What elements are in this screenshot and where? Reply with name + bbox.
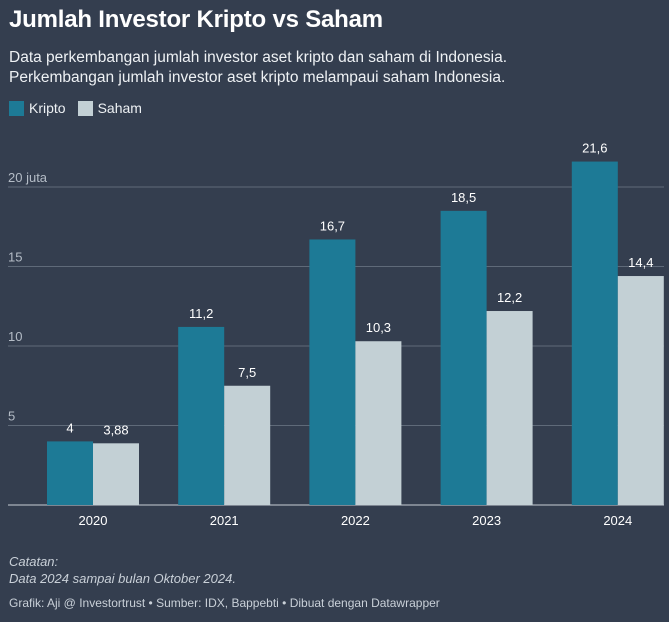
chart-title: Jumlah Investor Kripto vs Saham	[9, 6, 383, 33]
data-label-saham-2022: 10,3	[366, 320, 391, 335]
data-label-saham-2023: 12,2	[497, 290, 522, 305]
data-label-saham-2021: 7,5	[238, 365, 256, 380]
data-label-kripto-2024: 21,6	[582, 141, 607, 156]
legend-label-kripto: Kripto	[29, 100, 66, 116]
bar-saham-2024	[617, 276, 664, 505]
subtitle-line-2: Perkembangan jumlah investor aset kripto…	[9, 69, 506, 86]
note-heading: Catatan:	[9, 554, 59, 569]
legend: Kripto Saham	[9, 100, 154, 116]
x-tick-label-2023: 2023	[472, 513, 501, 528]
data-label-saham-2020: 3,88	[103, 422, 128, 437]
y-tick-label-2: 15	[8, 250, 22, 265]
legend-label-saham: Saham	[97, 100, 142, 116]
chart-subtitle: Data perkembangan jumlah investor aset k…	[9, 48, 659, 88]
x-tick-label-2020: 2020	[79, 513, 108, 528]
data-label-saham-2024: 14,4	[628, 255, 653, 270]
subtitle-line-1: Data perkembangan jumlah investor aset k…	[9, 49, 508, 66]
y-tick-label-3: 20 juta	[8, 170, 48, 185]
chart-note: Catatan: Data 2024 sampai bulan Oktober …	[9, 553, 236, 587]
note-text: Data 2024 sampai bulan Oktober 2024.	[9, 571, 236, 586]
bar-kripto-2024	[571, 161, 618, 505]
x-tick-label-2021: 2021	[210, 513, 239, 528]
y-tick-label-1: 10	[8, 329, 22, 344]
legend-item-kripto: Kripto	[9, 100, 66, 116]
data-label-kripto-2022: 16,7	[320, 218, 345, 233]
bar-chart: 5 10 15 20 juta 4 3,88 2020 11,2 7,5 2021 16,7 10,3…	[8, 141, 664, 528]
legend-swatch-kripto	[9, 100, 24, 116]
legend-swatch-saham	[77, 100, 93, 116]
bar-kripto-2021	[178, 326, 225, 505]
x-tick-label-2022: 2022	[341, 513, 370, 528]
x-tick-label-2024: 2024	[603, 513, 632, 528]
y-tick-label-0: 5	[8, 409, 15, 424]
bar-saham-2022	[355, 341, 402, 505]
bar-saham-2021	[224, 385, 271, 505]
data-label-kripto-2021: 11,2	[189, 306, 213, 321]
legend-item-saham: Saham	[77, 100, 142, 116]
data-label-kripto-2020: 4	[66, 420, 73, 435]
bar-kripto-2022	[309, 239, 356, 505]
bar-kripto-2023	[440, 210, 487, 505]
bar-saham-2023	[486, 311, 533, 505]
bar-saham-2020	[93, 443, 139, 505]
chart-footer: Grafik: Aji @ Investortrust • Sumber: ID…	[9, 596, 440, 610]
data-label-kripto-2023: 18,5	[451, 190, 476, 205]
bar-kripto-2020	[47, 441, 93, 505]
